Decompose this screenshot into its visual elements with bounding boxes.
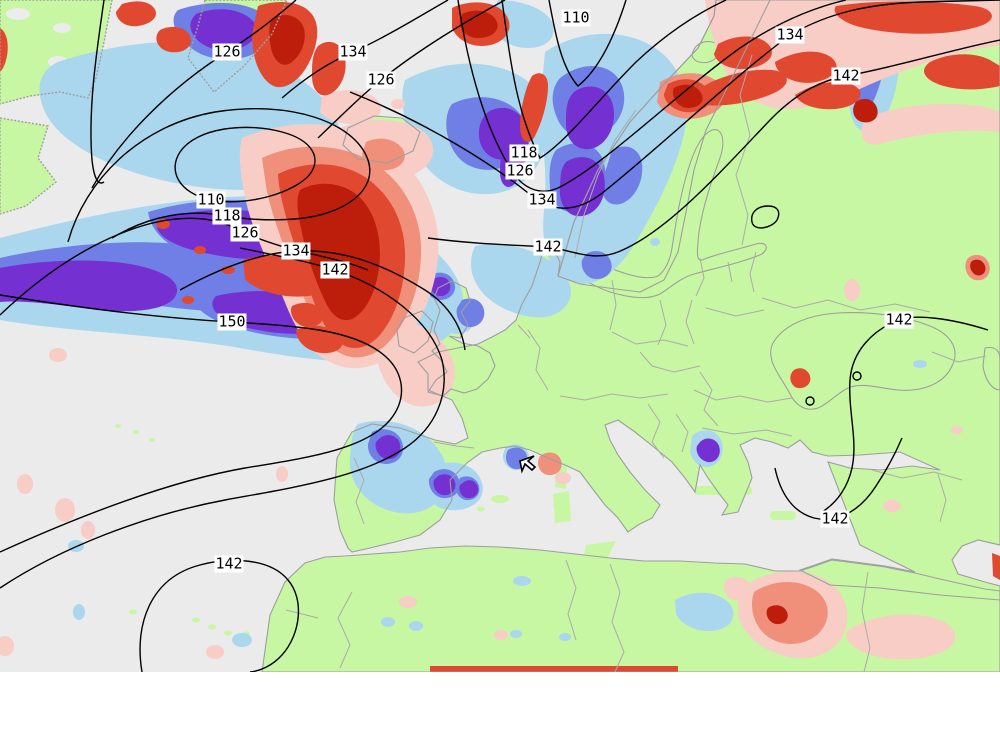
- map-area: 126 134 126 110 118 126 134 142 134 142 110 118 126 1…: [0, 0, 1000, 672]
- contour-label-118: 118: [509, 143, 539, 162]
- country-borders: [285, 54, 987, 672]
- contour-label-110: 110: [561, 8, 591, 27]
- baltic-sea: [557, 129, 767, 299]
- contour-label-126: 126: [505, 161, 535, 180]
- contour-label-142: 142: [320, 260, 350, 279]
- contour-label-142: 142: [533, 237, 563, 256]
- contour-label-126: 126: [230, 223, 260, 242]
- caspian-edge: [982, 346, 1000, 391]
- contour-label-134: 134: [281, 241, 311, 260]
- contour-label-126: 126: [366, 70, 396, 89]
- contour-label-142: 142: [831, 66, 861, 85]
- legend-footer: T-Adv. 850 hPaGFS (K/6h) -8-6-4-22468 Mo…: [0, 672, 1000, 733]
- contour-label-134: 134: [338, 42, 368, 61]
- contour-label-142: 142: [214, 554, 244, 573]
- cursor-icon: [519, 455, 537, 474]
- contour-label-126: 126: [212, 42, 242, 61]
- black-sea: [770, 312, 956, 410]
- contour-label-134: 134: [527, 190, 557, 209]
- contour-label-118: 118: [212, 206, 242, 225]
- advection-map-svg: [0, 0, 1000, 672]
- contour-label-110: 110: [196, 190, 226, 209]
- contour-label-134: 134: [775, 25, 805, 44]
- contour-label-142: 142: [884, 310, 914, 329]
- contour-label-150: 150: [217, 312, 247, 331]
- contour-label-142: 142: [820, 509, 850, 528]
